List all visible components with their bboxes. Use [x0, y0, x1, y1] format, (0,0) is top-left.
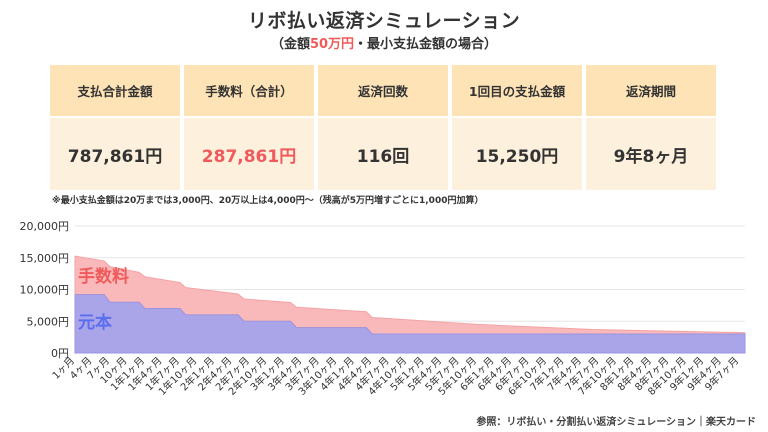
subtitle-suffix: ・最小支払金額の場合）	[354, 37, 498, 52]
summary-header-fee: 手数料（合計）	[184, 65, 314, 116]
summary-col-count: 返済回数 116回	[318, 65, 448, 190]
footnote: ※最小支払金額は20万までは3,000円、20万以上は4,000円〜（残高が5万…	[52, 196, 484, 206]
y-tick-label: 5,000円	[27, 315, 70, 328]
y-tick-label: 20,000円	[20, 220, 70, 233]
summary-col-fee: 手数料（合計） 287,861円	[184, 65, 314, 190]
principal-series-label: 元本	[78, 312, 112, 333]
subtitle-prefix: （金額	[270, 37, 310, 52]
fee-series-label: 手数料	[78, 266, 129, 287]
y-tick-label: 10,000円	[20, 284, 70, 297]
summary-table: 支払合計金額 787,861円 手数料（合計） 287,861円 返済回数 11…	[50, 65, 716, 190]
summary-header-first: 1回目の支払金額	[452, 65, 582, 116]
summary-value-period: 9年8ヶ月	[586, 118, 716, 190]
summary-value-first: 15,250円	[452, 118, 582, 190]
summary-col-first: 1回目の支払金額 15,250円	[452, 65, 582, 190]
source-credit: 参照：リボ払い・分割払い返済シミュレーション｜楽天カード	[476, 417, 756, 428]
summary-value-fee: 287,861円	[184, 118, 314, 190]
summary-header-count: 返済回数	[318, 65, 448, 116]
summary-col-total: 支払合計金額 787,861円	[50, 65, 180, 190]
summary-header-period: 返済期間	[586, 65, 716, 116]
summary-header-total: 支払合計金額	[50, 65, 180, 116]
repayment-area-chart: 20,000円15,000円10,000円5,000円0円手数料元本1ヶ月4ヶ月…	[20, 220, 746, 398]
page-subtitle: （金額50万円・最小支払金額の場合）	[0, 33, 768, 52]
summary-col-period: 返済期間 9年8ヶ月	[586, 65, 716, 190]
y-tick-label: 15,000円	[20, 252, 70, 265]
page-title: リボ払い返済シミュレーション	[247, 10, 521, 32]
principal-series-area	[74, 294, 746, 354]
y-tick-label: 0円	[51, 347, 69, 360]
summary-value-count: 116回	[318, 118, 448, 190]
subtitle-amount: 50万円	[309, 37, 355, 52]
summary-value-total: 787,861円	[50, 118, 180, 190]
